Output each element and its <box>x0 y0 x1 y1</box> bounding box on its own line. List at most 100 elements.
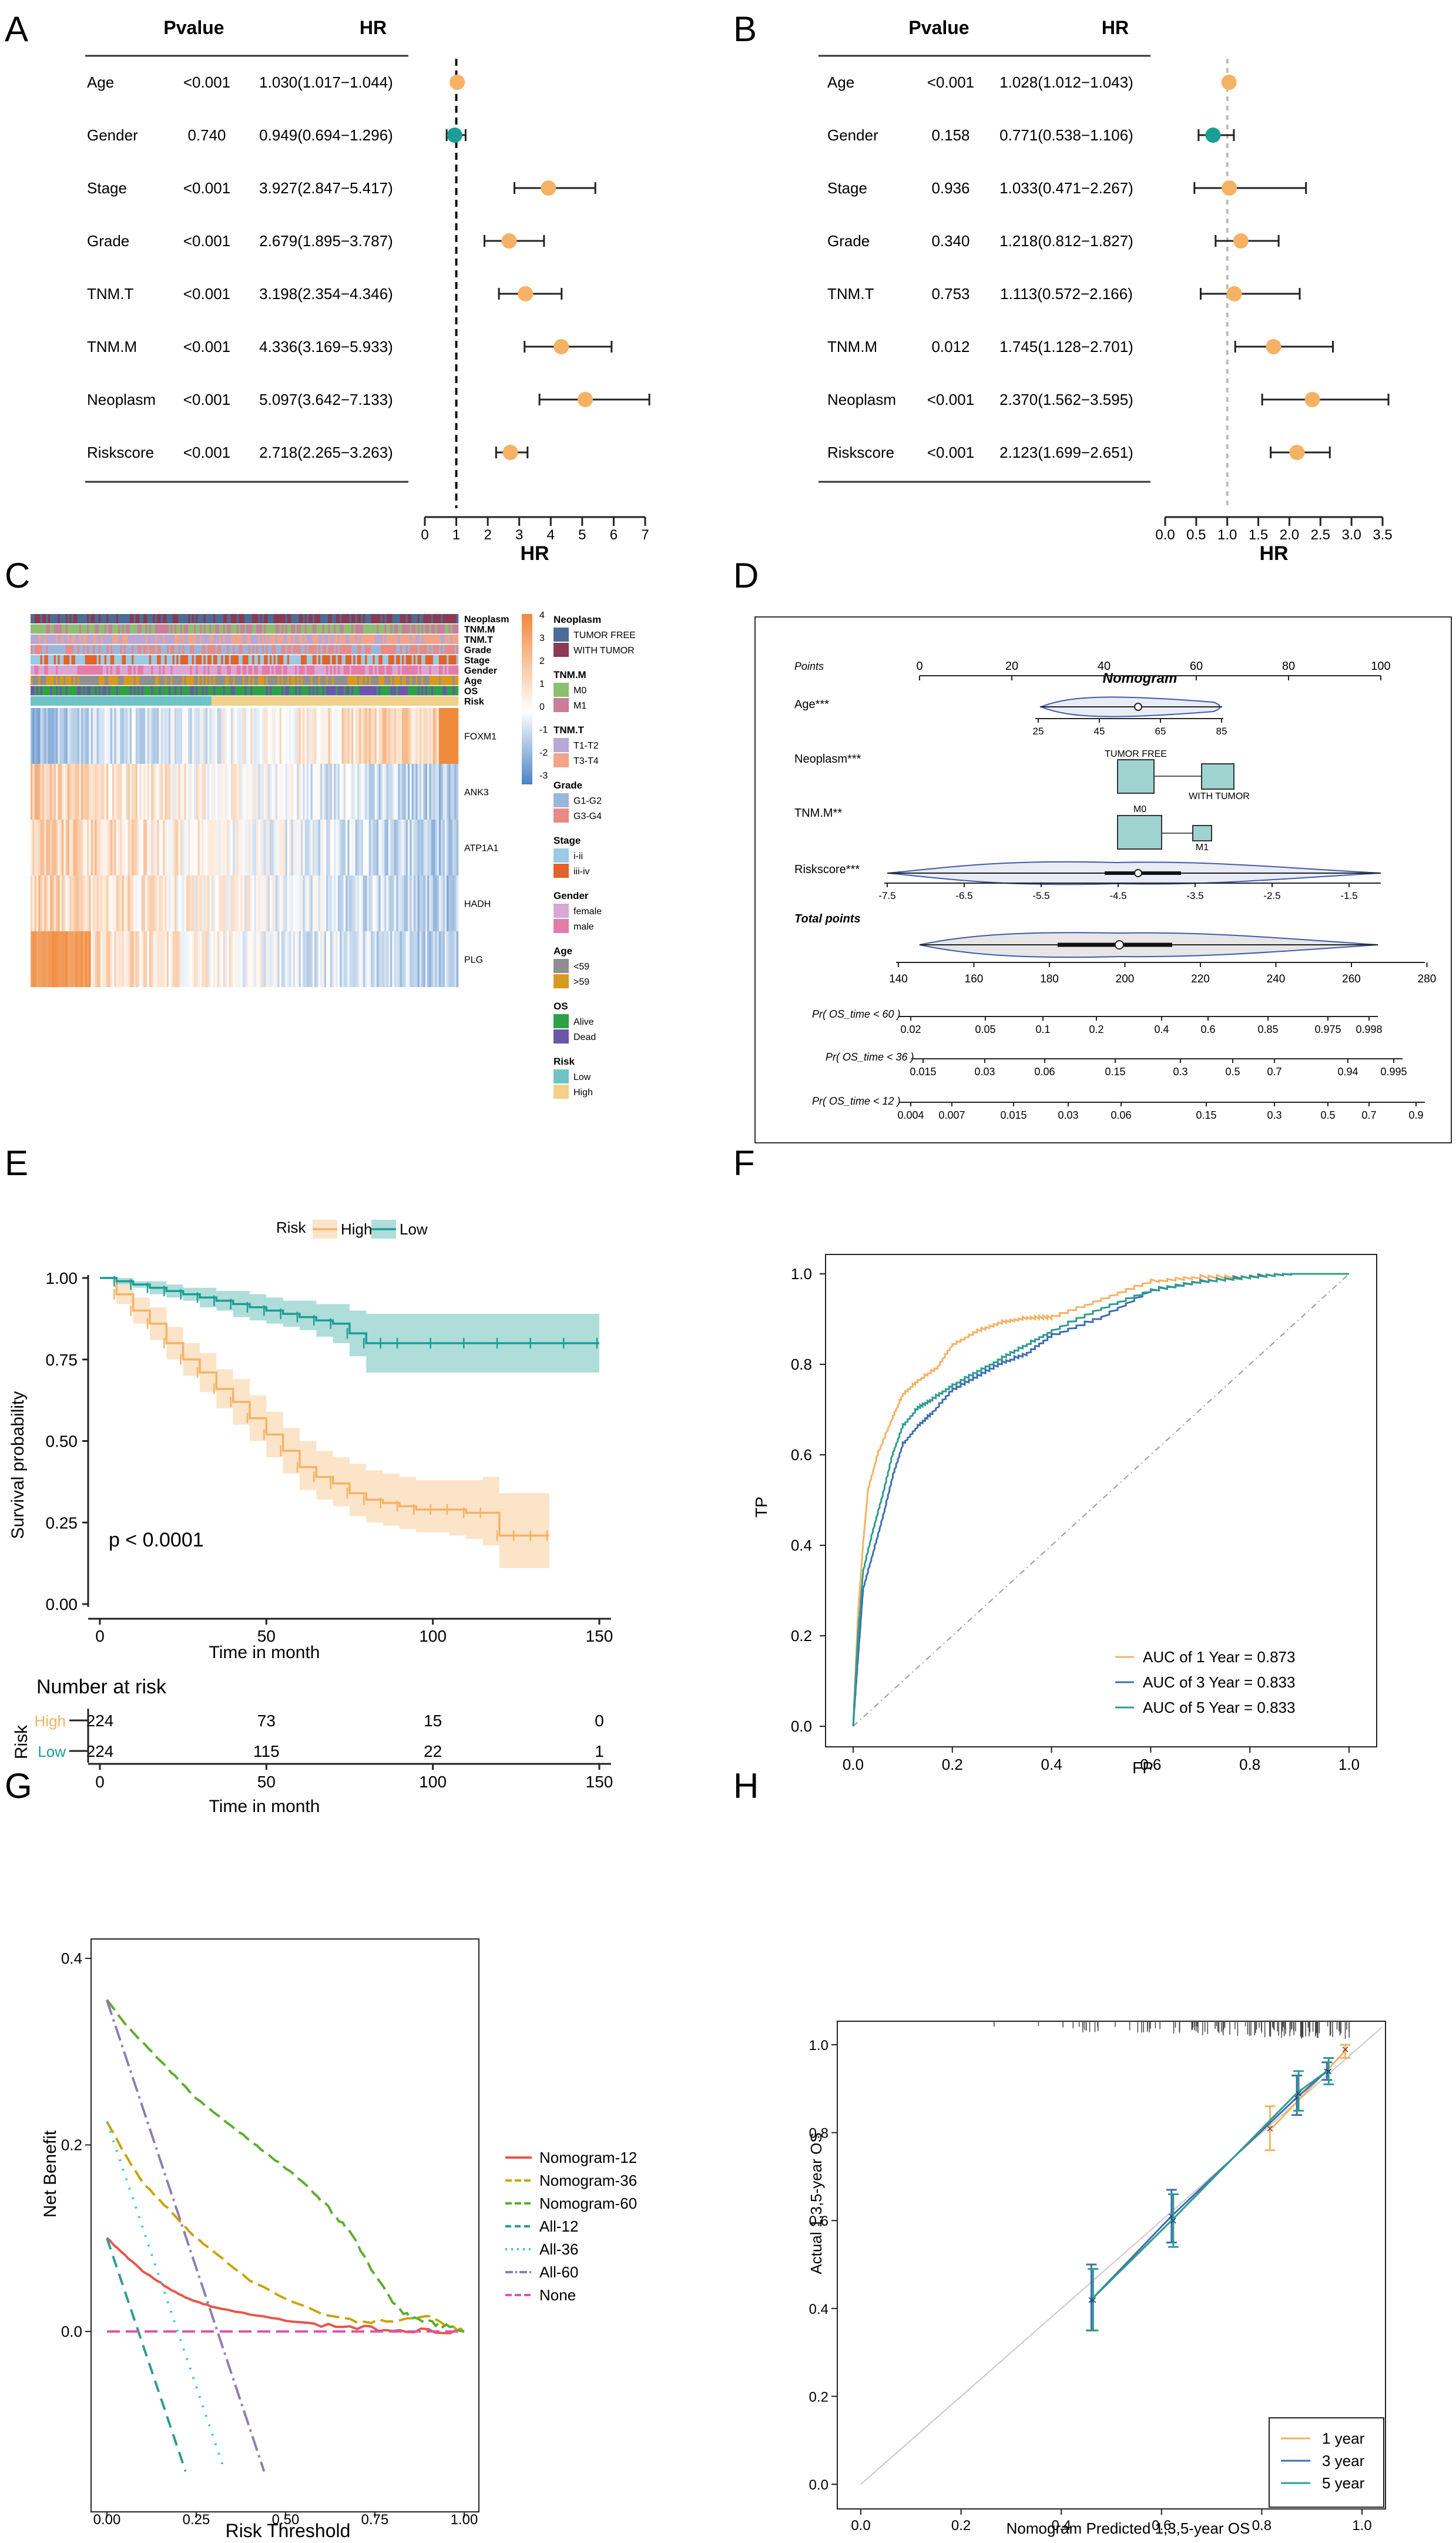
heatmap-track-cell <box>143 665 146 675</box>
heatmap-track-cell <box>425 624 428 634</box>
heatmap-cell <box>298 708 301 764</box>
heatmap-track-cell <box>65 624 68 634</box>
heatmap-track-cell <box>203 676 206 685</box>
heatmap-cell <box>92 875 95 931</box>
heatmap-track-cell <box>407 614 410 623</box>
heatmap-track-cell <box>236 645 239 655</box>
dca-x-tick-label: 0.25 <box>183 2512 210 2528</box>
heatmap-cell <box>147 931 150 987</box>
heatmap-cell <box>67 708 70 764</box>
heatmap-cell <box>83 708 85 764</box>
heatmap-track-cell <box>186 614 189 623</box>
heatmap-track-cell <box>448 624 451 634</box>
heatmap-track-cell <box>427 624 430 634</box>
heatmap-track-cell <box>202 624 204 634</box>
heatmap-track-cell <box>244 686 247 696</box>
heatmap-track-cell <box>388 624 391 634</box>
heatmap-cell <box>67 875 70 931</box>
heatmap-cell <box>427 931 430 987</box>
heatmap-cell <box>246 875 249 931</box>
heatmap-cell <box>100 764 103 820</box>
heatmap-track-cell <box>211 686 214 696</box>
heatmap-cell <box>217 708 220 764</box>
heatmap-track-cell <box>279 686 282 696</box>
heatmap-track-cell <box>334 665 336 675</box>
heatmap-cell <box>92 820 95 875</box>
heatmap-track-cell <box>90 645 93 655</box>
heatmap-cell <box>184 931 187 987</box>
heatmap-gene-label: ANK3 <box>464 788 489 798</box>
heatmap-cell <box>297 820 299 875</box>
heatmap-track-cell <box>340 624 342 634</box>
heatmap-track-cell <box>223 635 226 644</box>
heatmap-cell <box>390 931 392 987</box>
heatmap-track-cell <box>341 676 344 685</box>
heatmap-track-cell <box>431 676 434 685</box>
heatmap-track-cell <box>56 686 58 696</box>
heatmap-track-cell <box>89 686 91 696</box>
heatmap-track-cell <box>258 655 260 665</box>
heatmap-track-cell <box>314 696 317 706</box>
heatmap-cell <box>318 875 321 931</box>
heatmap-legend-title: Grade <box>553 780 582 791</box>
heatmap-track-cell <box>330 665 333 675</box>
heatmap-cell <box>234 875 237 931</box>
heatmap-track-cell <box>186 676 189 685</box>
heatmap-cell <box>349 764 352 820</box>
heatmap-track-cell <box>77 614 80 623</box>
heatmap-track-cell <box>120 614 122 623</box>
heatmap-track-cell <box>96 614 99 623</box>
heatmap-cell <box>233 931 235 987</box>
heatmap-track-cell <box>454 614 457 623</box>
heatmap-track-cell <box>310 635 313 644</box>
heatmap-track-cell <box>239 696 241 706</box>
heatmap-cell <box>104 931 107 987</box>
heatmap-cell <box>190 820 192 875</box>
heatmap-track-cell <box>261 614 264 623</box>
heatmap-track-cell <box>229 645 232 655</box>
heatmap-track-cell <box>192 645 194 655</box>
heatmap-track-cell <box>75 614 78 623</box>
heatmap-cell <box>256 708 259 764</box>
heatmap-track-cell <box>31 655 33 665</box>
heatmap-track-cell <box>316 624 319 634</box>
heatmap-cell <box>90 820 93 875</box>
forest-row-pvalue: <0.001 <box>183 73 230 91</box>
heatmap-track-cell <box>106 665 109 675</box>
heatmap-track-cell <box>149 635 152 644</box>
heatmap-cell <box>353 764 355 820</box>
heatmap-track-cell <box>374 614 377 623</box>
heatmap-track-cell <box>427 655 430 665</box>
calibration-frame <box>837 2021 1386 2510</box>
heatmap-cell <box>155 820 157 875</box>
heatmap-cell <box>431 875 434 931</box>
heatmap-cell <box>349 820 352 875</box>
heatmap-cell <box>450 820 453 875</box>
heatmap-track-cell <box>224 665 227 675</box>
heatmap-cell <box>114 931 116 987</box>
heatmap-track-cell <box>202 614 204 623</box>
heatmap-track-cell <box>120 696 122 706</box>
heatmap-track-cell <box>197 696 200 706</box>
heatmap-cell <box>320 820 323 875</box>
heatmap-track-cell <box>170 645 173 655</box>
heatmap-track-cell <box>431 696 434 706</box>
heatmap-cell <box>205 820 208 875</box>
heatmap-track-cell <box>135 614 138 623</box>
heatmap-track-cell <box>165 655 167 665</box>
heatmap-track-cell <box>359 624 361 634</box>
heatmap-cell <box>240 875 243 931</box>
heatmap-track-cell <box>213 655 216 665</box>
heatmap-track-cell <box>100 676 103 685</box>
heatmap-cell <box>71 931 74 987</box>
heatmap-track-cell <box>110 665 113 675</box>
heatmap-cell <box>306 764 309 820</box>
heatmap-track-cell <box>413 686 416 696</box>
heatmap-track-cell <box>349 645 352 655</box>
heatmap-cell <box>151 820 153 875</box>
heatmap-cell <box>69 820 72 875</box>
heatmap-cell <box>75 820 78 875</box>
heatmap-track-cell <box>163 665 165 675</box>
heatmap-cell <box>447 931 449 987</box>
heatmap-track-cell <box>69 645 72 655</box>
